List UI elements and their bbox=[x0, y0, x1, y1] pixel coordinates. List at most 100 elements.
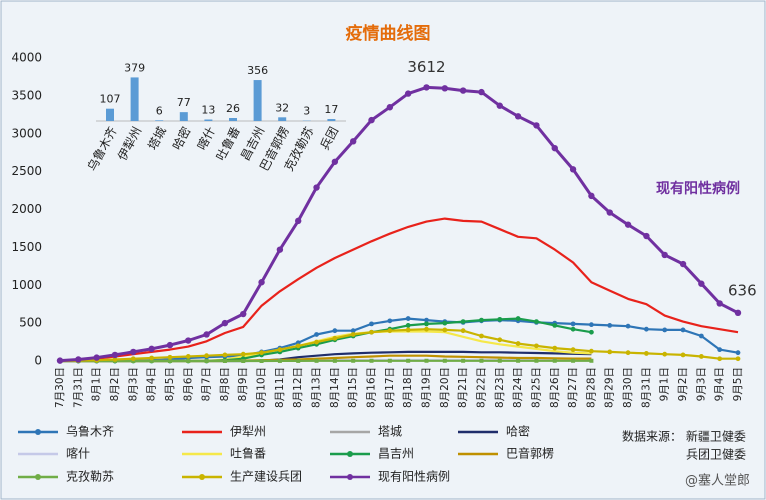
point bbox=[368, 116, 375, 124]
y-tick-label: 1000 bbox=[11, 278, 42, 292]
x-tick-label: 9月4日 bbox=[714, 367, 726, 401]
legend-label: 生产建设兵团 bbox=[230, 470, 302, 484]
point bbox=[589, 348, 594, 354]
x-tick-label: 8月5日 bbox=[164, 367, 176, 401]
watermark: @塞人堂郎 bbox=[685, 473, 750, 489]
point bbox=[479, 358, 484, 363]
point bbox=[166, 341, 174, 349]
point bbox=[405, 327, 411, 333]
point bbox=[497, 358, 502, 363]
point bbox=[424, 317, 429, 323]
point bbox=[460, 319, 466, 325]
point bbox=[698, 333, 704, 339]
point bbox=[643, 232, 650, 240]
bar-value-label: 13 bbox=[201, 104, 215, 117]
point bbox=[240, 351, 246, 357]
point bbox=[130, 356, 136, 362]
point bbox=[313, 184, 320, 191]
y-tick-label: 3500 bbox=[11, 88, 42, 102]
x-tick-label: 8月16日 bbox=[366, 367, 378, 408]
legend-label: 克孜勒苏 bbox=[66, 470, 114, 484]
point bbox=[534, 343, 539, 349]
point bbox=[441, 85, 449, 92]
x-tick-label: 7月30日 bbox=[54, 367, 66, 408]
point bbox=[387, 358, 392, 363]
point bbox=[607, 322, 613, 328]
point bbox=[295, 343, 301, 349]
point bbox=[222, 352, 228, 358]
point bbox=[111, 351, 119, 359]
point bbox=[479, 333, 484, 339]
point bbox=[277, 358, 282, 363]
point bbox=[461, 358, 466, 363]
bar-value-label: 77 bbox=[177, 96, 191, 109]
point bbox=[662, 351, 668, 357]
legend-label: 哈密 bbox=[506, 424, 530, 439]
bar-value-label: 32 bbox=[275, 101, 289, 114]
point bbox=[167, 354, 173, 360]
legend-label: 喀什 bbox=[66, 447, 90, 461]
point bbox=[698, 354, 704, 359]
bar bbox=[179, 112, 188, 121]
point bbox=[56, 357, 64, 364]
point bbox=[698, 280, 705, 287]
point bbox=[551, 144, 558, 152]
point bbox=[552, 345, 558, 351]
point bbox=[680, 327, 686, 333]
point bbox=[186, 359, 191, 363]
point bbox=[460, 328, 466, 334]
point bbox=[442, 320, 448, 326]
legend-label: 乌鲁木齐 bbox=[66, 424, 114, 439]
y-tick-label: 500 bbox=[19, 316, 42, 330]
x-tick-label: 8月11日 bbox=[274, 367, 286, 408]
x-tick-label: 8月8日 bbox=[219, 367, 231, 401]
point bbox=[259, 350, 264, 356]
point bbox=[589, 322, 594, 328]
bar bbox=[204, 119, 213, 121]
point bbox=[405, 316, 411, 321]
point bbox=[625, 323, 631, 329]
source-note: 数据来源： 新疆卫健委 bbox=[622, 429, 746, 444]
point bbox=[351, 358, 356, 363]
point bbox=[515, 316, 521, 321]
peak-label: 3612 bbox=[407, 58, 445, 76]
point bbox=[570, 326, 576, 332]
point bbox=[514, 113, 522, 120]
x-tick-label: 8月7日 bbox=[201, 367, 213, 401]
legend-label: 塔城 bbox=[378, 425, 402, 439]
x-tick-label: 7月31日 bbox=[72, 367, 84, 408]
point bbox=[661, 251, 668, 259]
point bbox=[424, 358, 429, 363]
point bbox=[552, 322, 558, 328]
point bbox=[442, 358, 447, 363]
point bbox=[735, 356, 741, 362]
point bbox=[424, 326, 429, 332]
bar bbox=[327, 119, 336, 121]
point bbox=[314, 339, 319, 345]
point bbox=[222, 359, 227, 363]
point bbox=[332, 328, 338, 334]
bar-value-label: 356 bbox=[247, 64, 268, 77]
x-tick-label: 8月26日 bbox=[549, 367, 561, 408]
point bbox=[204, 359, 209, 363]
point bbox=[241, 359, 246, 363]
legend-label: 伊犁州 bbox=[230, 425, 266, 439]
x-tick-label: 8月18日 bbox=[402, 367, 414, 408]
bar bbox=[253, 80, 262, 121]
point bbox=[350, 332, 356, 337]
point bbox=[386, 104, 394, 111]
point bbox=[497, 337, 503, 343]
point bbox=[404, 90, 412, 97]
bar bbox=[278, 117, 287, 121]
x-tick-label: 9月5日 bbox=[732, 367, 744, 401]
point bbox=[516, 358, 521, 363]
point bbox=[130, 348, 137, 356]
point bbox=[624, 221, 632, 228]
point bbox=[716, 300, 723, 307]
bar-value-label: 379 bbox=[124, 61, 145, 74]
point bbox=[479, 317, 484, 323]
point bbox=[93, 354, 100, 361]
point bbox=[332, 358, 337, 363]
x-tick-label: 8月10日 bbox=[256, 367, 268, 408]
x-tick-label: 8月22日 bbox=[475, 367, 487, 408]
